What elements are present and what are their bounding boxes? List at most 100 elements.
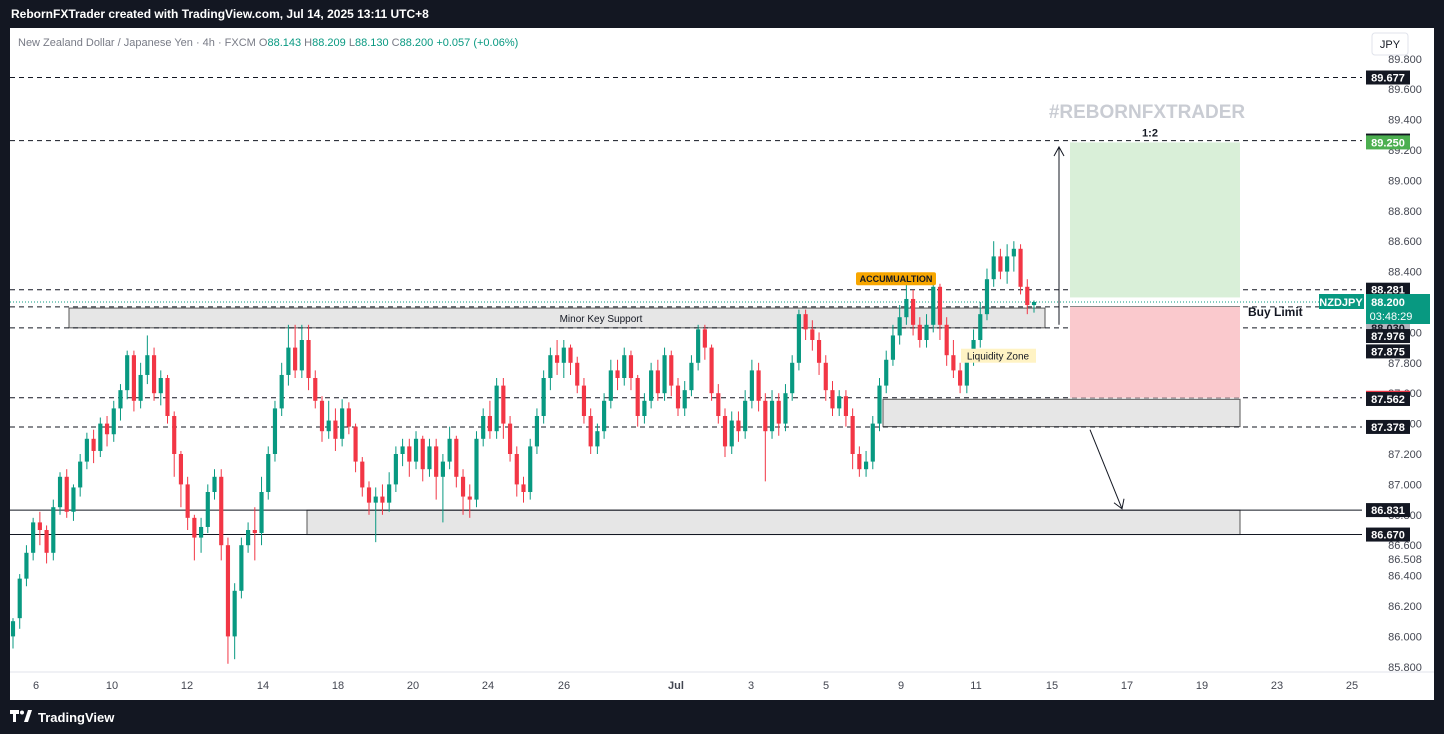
time-tick: 15 bbox=[1046, 680, 1058, 692]
candle-body bbox=[696, 329, 701, 363]
candle-body bbox=[78, 461, 83, 488]
chart-title: New Zealand Dollar / Japanese Yen · 4h ·… bbox=[18, 37, 259, 49]
candle-body bbox=[749, 370, 754, 401]
candle-body bbox=[501, 385, 506, 424]
candle-body bbox=[595, 431, 600, 447]
symbol-tag: NZDJPY bbox=[1319, 297, 1363, 309]
candle-body bbox=[353, 426, 358, 462]
candle-body bbox=[628, 355, 634, 378]
candle-body bbox=[890, 335, 896, 360]
chart-area[interactable]: 1:2 Buy Limit Minor Key Support Liquidity … bbox=[10, 28, 1434, 700]
candle-body bbox=[528, 446, 533, 492]
candle-body bbox=[24, 552, 29, 579]
tradingview-logo[interactable]: TradingView bbox=[10, 710, 114, 725]
position-layer: 1:2 Buy Limit bbox=[1053, 127, 1303, 398]
time-axis: 6 10 12 14 18 20 24 26 Jul 3 5 9 11 15 17 19 23 25 bbox=[10, 671, 1434, 692]
risk-reward-ratio: 1:2 bbox=[1142, 127, 1158, 139]
candle-body bbox=[118, 390, 123, 409]
level-tag-bg bbox=[1366, 282, 1410, 297]
time-tick: Jul bbox=[668, 680, 684, 692]
low-value: 88.130 bbox=[355, 37, 392, 49]
candle-body bbox=[716, 393, 721, 416]
candle-body bbox=[454, 438, 459, 477]
candle-body bbox=[796, 314, 801, 363]
level-tag: 87.875 bbox=[1371, 346, 1405, 358]
time-tick: 20 bbox=[407, 680, 419, 692]
candle-body bbox=[514, 454, 519, 485]
candle-body bbox=[662, 355, 667, 394]
candle-body bbox=[548, 355, 553, 378]
candle-body bbox=[279, 374, 284, 409]
currency-button-bg[interactable] bbox=[1371, 32, 1409, 56]
time-tick: 17 bbox=[1121, 680, 1133, 692]
candle-body bbox=[37, 522, 42, 530]
candle-body bbox=[1011, 248, 1016, 257]
candle-body bbox=[10, 621, 16, 637]
candle-body bbox=[682, 390, 687, 409]
candle-body bbox=[299, 340, 304, 371]
chart-svg[interactable]: 1:2 Buy Limit Minor Key Support Liquidity … bbox=[10, 28, 1434, 700]
candle-body bbox=[239, 545, 244, 591]
level-tag: 89.677 bbox=[1371, 72, 1405, 84]
current-price-value: 88.200 bbox=[1371, 297, 1405, 309]
time-tick: 9 bbox=[898, 680, 904, 692]
level-tag: 88.281 bbox=[1371, 285, 1405, 297]
candle-body bbox=[71, 487, 76, 512]
candle-body bbox=[266, 454, 271, 492]
candle-body bbox=[219, 476, 224, 546]
candle-body bbox=[313, 378, 318, 401]
price-tick: 86.400 bbox=[1388, 571, 1422, 583]
time-tick: 24 bbox=[482, 680, 494, 692]
candle-body bbox=[212, 476, 217, 492]
candle-body bbox=[870, 423, 875, 462]
high-value: 88.209 bbox=[312, 37, 349, 49]
candle-countdown: 03:48:29 bbox=[1370, 311, 1413, 323]
candle-body bbox=[31, 522, 36, 553]
candle-body bbox=[830, 390, 835, 409]
candle-body bbox=[440, 461, 445, 477]
candle-body bbox=[17, 578, 22, 619]
candle-body bbox=[635, 378, 640, 416]
candle-body bbox=[494, 385, 499, 432]
price-tick: 89.000 bbox=[1388, 175, 1422, 187]
candle-body bbox=[413, 438, 419, 462]
price-tick: 86.600 bbox=[1388, 540, 1422, 552]
candle-body bbox=[84, 438, 89, 462]
candle-body bbox=[904, 298, 909, 318]
candle-body bbox=[978, 314, 983, 340]
watermark: #REBORNFXTRADER bbox=[1049, 102, 1246, 123]
time-tick: 6 bbox=[33, 680, 39, 692]
candle-body bbox=[286, 347, 291, 375]
candle-body bbox=[622, 355, 627, 378]
ohlc-legend-text: New Zealand Dollar / Japanese Yen · 4h ·… bbox=[18, 37, 518, 49]
open-label: O bbox=[259, 37, 268, 49]
candle-body bbox=[810, 329, 815, 340]
candle-body bbox=[98, 423, 103, 451]
candle-body bbox=[521, 484, 526, 492]
candle-body bbox=[561, 347, 566, 363]
target-arrow-head bbox=[1053, 145, 1065, 157]
candle-body bbox=[125, 355, 130, 391]
candle-body bbox=[1018, 248, 1023, 287]
price-tick: 89.600 bbox=[1388, 84, 1422, 96]
level-tag-bg bbox=[1366, 527, 1410, 542]
candle-body bbox=[420, 438, 425, 470]
candle-body bbox=[178, 454, 184, 485]
candle-body bbox=[911, 298, 916, 325]
currency-button[interactable]: JPY bbox=[1380, 39, 1401, 51]
candle-body bbox=[642, 400, 647, 416]
minor-key-support-label: Minor Key Support bbox=[560, 314, 643, 325]
candle-body bbox=[104, 423, 110, 435]
candle-body bbox=[608, 370, 613, 401]
candle-body bbox=[366, 487, 372, 503]
price-tick: 87.200 bbox=[1388, 449, 1422, 461]
time-tick: 26 bbox=[558, 680, 570, 692]
liquidity-zone-label-bg bbox=[961, 348, 1036, 363]
candle-body bbox=[649, 370, 654, 401]
candle-body bbox=[64, 476, 69, 512]
time-tick: 14 bbox=[257, 680, 269, 692]
down-arrow-head bbox=[1113, 498, 1125, 510]
candle-body bbox=[877, 385, 882, 424]
candle-body bbox=[541, 378, 546, 416]
candle-body bbox=[675, 385, 681, 409]
